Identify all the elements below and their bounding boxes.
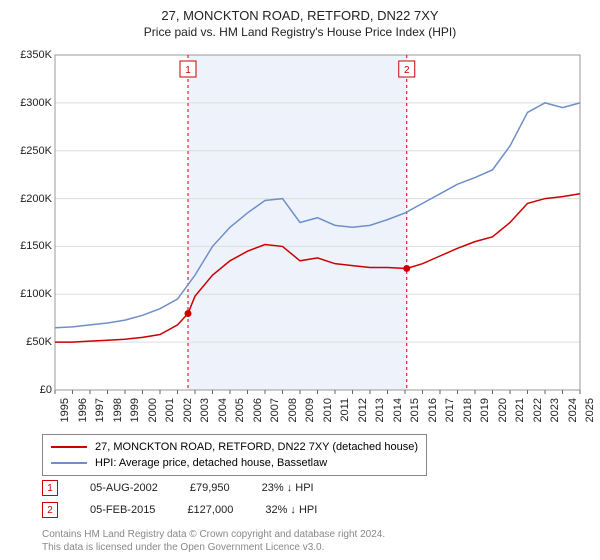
legend-row-property: 27, MONCKTON ROAD, RETFORD, DN22 7XY (de… [51,439,418,455]
y-tick-label: £100K [20,288,52,300]
x-tick-label: 2009 [304,398,316,422]
event-date-1: 05-AUG-2002 [90,482,158,494]
x-tick-label: 1999 [129,398,141,422]
x-tick-label: 2020 [497,398,509,422]
price-chart: 12 [0,0,600,430]
event-delta-1: 23% ↓ HPI [262,482,314,494]
event-price-1: £79,950 [190,482,230,494]
x-tick-label: 2010 [322,398,334,422]
svg-text:1: 1 [185,65,191,76]
x-tick-label: 2000 [147,398,159,422]
x-tick-label: 2018 [462,398,474,422]
y-tick-label: £50K [26,336,52,348]
event-row-2: 2 05-FEB-2015 £127,000 32% ↓ HPI [42,502,317,518]
footer-attribution: Contains HM Land Registry data © Crown c… [42,528,385,554]
x-tick-label: 2001 [164,398,176,422]
x-tick-label: 2006 [252,398,264,422]
event-delta-2: 32% ↓ HPI [265,504,317,516]
event-marker-badge-1: 1 [42,480,58,496]
event-marker-badge-2: 2 [42,502,58,518]
x-tick-label: 2025 [584,398,596,422]
x-tick-label: 1997 [94,398,106,422]
x-tick-label: 2023 [549,398,561,422]
x-tick-label: 2015 [409,398,421,422]
event-date-2: 05-FEB-2015 [90,504,155,516]
event-price-2: £127,000 [187,504,233,516]
x-tick-label: 2017 [444,398,456,422]
y-tick-label: £0 [40,384,52,396]
y-tick-label: £250K [20,145,52,157]
footer-line-2: This data is licensed under the Open Gov… [42,541,385,554]
event-row-1: 1 05-AUG-2002 £79,950 23% ↓ HPI [42,480,314,496]
y-tick-label: £200K [20,193,52,205]
x-tick-label: 2022 [532,398,544,422]
x-tick-label: 2021 [514,398,526,422]
legend-label-hpi: HPI: Average price, detached house, Bass… [95,455,327,471]
x-tick-label: 2013 [374,398,386,422]
x-tick-label: 2014 [392,398,404,422]
x-tick-label: 2007 [269,398,281,422]
legend-row-hpi: HPI: Average price, detached house, Bass… [51,455,418,471]
y-tick-label: £350K [20,49,52,61]
x-tick-label: 2002 [182,398,194,422]
y-tick-label: £300K [20,97,52,109]
x-tick-label: 1998 [112,398,124,422]
x-tick-label: 1996 [77,398,89,422]
legend-label-property: 27, MONCKTON ROAD, RETFORD, DN22 7XY (de… [95,439,418,455]
x-tick-label: 2019 [479,398,491,422]
x-tick-label: 2005 [234,398,246,422]
x-tick-label: 2008 [287,398,299,422]
x-tick-label: 2012 [357,398,369,422]
footer-line-1: Contains HM Land Registry data © Crown c… [42,528,385,541]
x-tick-label: 2011 [339,398,351,422]
y-tick-label: £150K [20,240,52,252]
legend: 27, MONCKTON ROAD, RETFORD, DN22 7XY (de… [42,434,427,476]
x-tick-label: 2024 [567,398,579,422]
x-tick-label: 2003 [199,398,211,422]
svg-text:2: 2 [404,65,410,76]
x-tick-label: 2016 [427,398,439,422]
legend-swatch-property [51,446,87,448]
x-tick-label: 2004 [217,398,229,422]
legend-swatch-hpi [51,462,87,464]
x-tick-label: 1995 [59,398,71,422]
